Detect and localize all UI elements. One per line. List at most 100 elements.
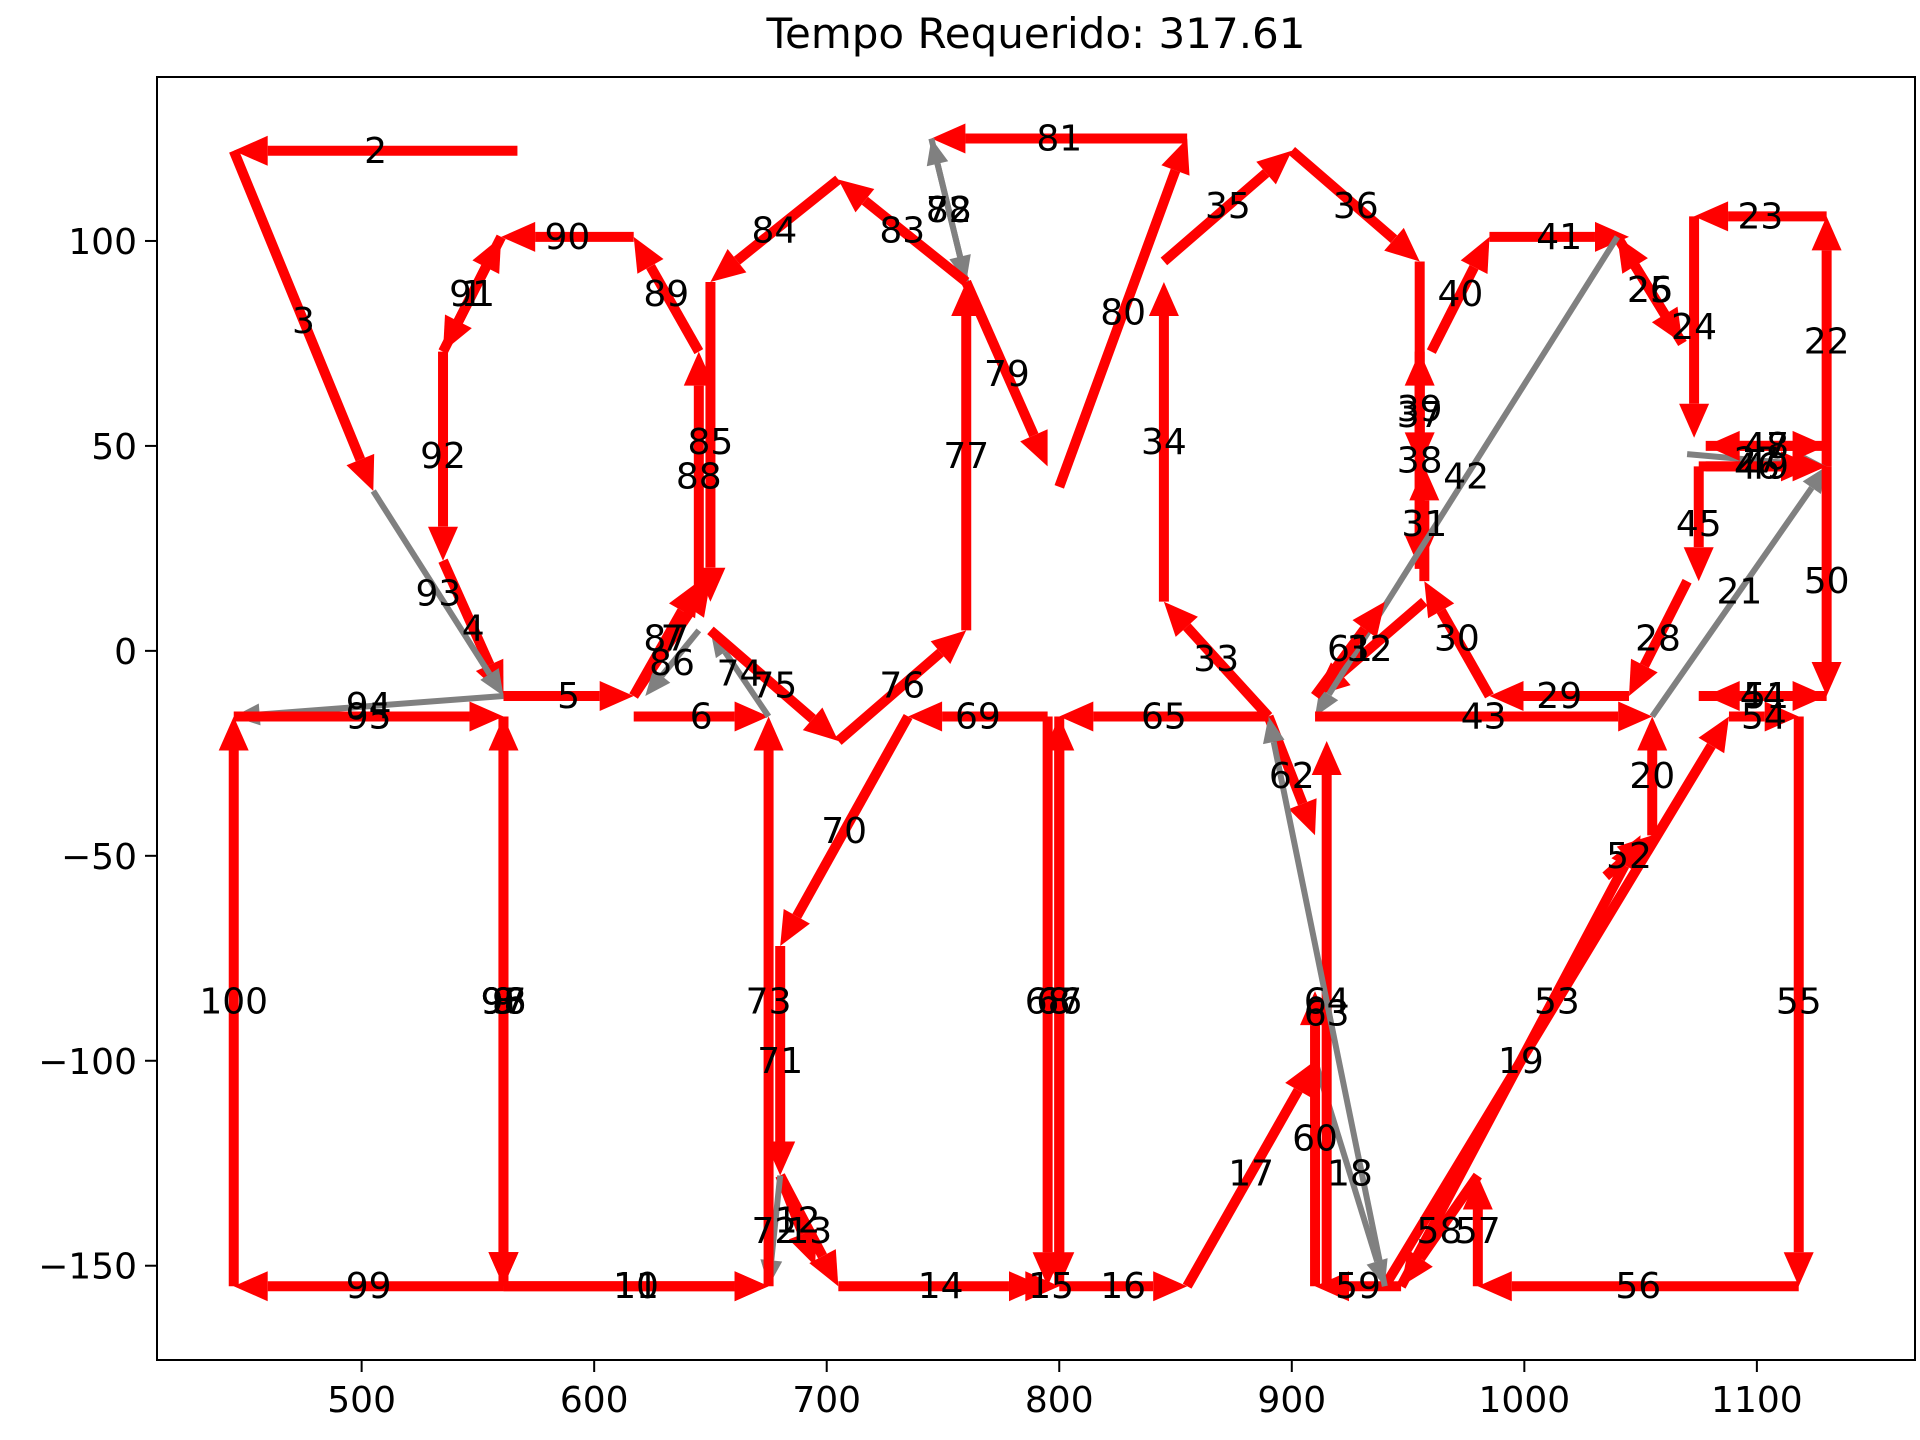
- segment-36-line: [1288, 147, 1398, 243]
- segment-label-65: 65: [1141, 696, 1187, 737]
- segment-label-29: 29: [1536, 676, 1582, 717]
- segment-4-line: [438, 558, 495, 667]
- segment-label-2: 2: [364, 131, 387, 172]
- plot-frame: [156, 76, 1916, 1361]
- segment-label-85: 85: [688, 422, 734, 463]
- segment-label-50: 50: [1804, 561, 1850, 602]
- segment-label-82: 82: [926, 190, 972, 231]
- segment-label-16: 16: [1100, 1266, 1146, 1307]
- y-tick-label: 0: [114, 632, 137, 673]
- segment-label-64: 64: [1304, 981, 1350, 1022]
- segment-label-76: 76: [879, 666, 925, 707]
- segment-84-arrowhead: [710, 249, 747, 282]
- segment-label-34: 34: [1141, 422, 1187, 463]
- segment-label-59: 59: [1335, 1266, 1381, 1307]
- segment-43-arrowhead: [1618, 701, 1653, 732]
- segment-label-69: 69: [955, 696, 1001, 737]
- segment-89-line: [646, 263, 704, 355]
- segment-20-arrowhead: [1637, 716, 1668, 751]
- chart-title: Tempo Requerido: 317.61: [766, 9, 1306, 58]
- segment-91-line: [453, 234, 506, 324]
- segment-33-line: [1183, 623, 1273, 720]
- segment-label-44: 44: [1740, 676, 1786, 717]
- segment-84-line: [733, 175, 842, 265]
- segment-61-arrowhead: [1352, 601, 1385, 638]
- segment-70-arrowhead: [780, 909, 810, 946]
- segment-55-arrowhead: [1783, 1252, 1814, 1287]
- segment-50-arrowhead: [1811, 662, 1842, 696]
- segment-88-arrowhead: [683, 351, 714, 386]
- segment-label-42: 42: [1443, 457, 1489, 498]
- segment-label-43: 43: [1461, 696, 1507, 737]
- y-tick-label: 100: [68, 222, 137, 263]
- segment-label-57: 57: [1455, 1211, 1501, 1252]
- segment-64-arrowhead: [1263, 716, 1285, 745]
- segment-label-83: 83: [879, 211, 925, 252]
- segment-64-line: [1270, 741, 1388, 1287]
- segment-26-line: [1613, 234, 1670, 318]
- segment-label-26: 26: [1627, 270, 1673, 311]
- segment-90-arrowhead: [501, 221, 536, 252]
- segment-label-17: 17: [1228, 1153, 1274, 1194]
- segment-label-51: 51: [1743, 676, 1789, 717]
- segment-label-40: 40: [1437, 274, 1483, 315]
- segment-label-93: 93: [415, 573, 461, 614]
- segment-94-line: [259, 692, 504, 718]
- segment-label-80: 80: [1100, 293, 1146, 334]
- segment-49-arrowhead: [1792, 451, 1827, 482]
- segment-62-arrowhead: [1288, 798, 1317, 836]
- segment-100-arrowhead: [218, 716, 249, 751]
- segment-3-line: [229, 148, 365, 462]
- segment-label-88: 88: [676, 457, 722, 498]
- segment-17-line: [1182, 1087, 1303, 1289]
- segment-29-arrowhead: [1489, 681, 1524, 711]
- segment-label-30: 30: [1434, 619, 1480, 660]
- segment-87-arrowhead: [669, 581, 699, 619]
- segment-56-arrowhead: [1477, 1271, 1512, 1302]
- segment-40-line: [1426, 264, 1479, 354]
- segment-label-54: 54: [1741, 696, 1787, 737]
- segment-label-58: 58: [1417, 1211, 1463, 1252]
- segment-label-99: 99: [346, 1266, 392, 1307]
- segment-35-arrowhead: [1256, 150, 1292, 185]
- segment-53-line: [1380, 742, 1716, 1289]
- segment-41-arrowhead: [1595, 221, 1629, 252]
- y-tick-label: −50: [61, 837, 137, 878]
- segment-label-38: 38: [1397, 440, 1443, 481]
- segment-label-70: 70: [821, 811, 867, 852]
- segment-74-line: [722, 650, 772, 719]
- segment-label-92: 92: [420, 436, 466, 477]
- x-tick-label: 1100: [1711, 1380, 1803, 1421]
- segment-label-5: 5: [557, 676, 580, 717]
- segment-label-53: 53: [1534, 981, 1580, 1022]
- segment-label-13: 13: [786, 1211, 832, 1252]
- x-tick-label: 600: [560, 1380, 629, 1421]
- segment-label-71: 71: [757, 1041, 803, 1082]
- segment-label-90: 90: [545, 217, 591, 258]
- segment-label-78: 78: [926, 190, 972, 231]
- segment-33-arrowhead: [1163, 601, 1198, 637]
- y-tick-label: 50: [91, 427, 137, 468]
- segment-52-arrowhead: [1616, 835, 1653, 870]
- segment-15-arrowhead: [1025, 1271, 1060, 1302]
- segment-label-91: 91: [449, 274, 495, 315]
- segment-label-8: 8: [492, 981, 515, 1022]
- segment-13-line: [775, 1173, 827, 1259]
- segment-label-11: 11: [613, 1266, 659, 1307]
- segment-82-line: [928, 137, 964, 258]
- segment-89-arrowhead: [633, 236, 664, 274]
- segment-36-arrowhead: [1384, 227, 1420, 262]
- segment-39-arrowhead: [1404, 432, 1435, 467]
- segments-layer: [218, 123, 1842, 1302]
- segment-label-22: 22: [1804, 321, 1850, 362]
- segment-label-37: 37: [1397, 395, 1443, 436]
- segment-label-27: 27: [1734, 440, 1780, 481]
- segment-label-32: 32: [1347, 629, 1393, 670]
- segment-label-96: 96: [481, 981, 527, 1022]
- segment-81-arrowhead: [931, 123, 966, 154]
- segment-23-arrowhead: [1694, 201, 1729, 232]
- segment-label-74: 74: [717, 653, 763, 694]
- segment-95-arrowhead: [469, 701, 504, 732]
- segment-label-7: 7: [661, 619, 684, 660]
